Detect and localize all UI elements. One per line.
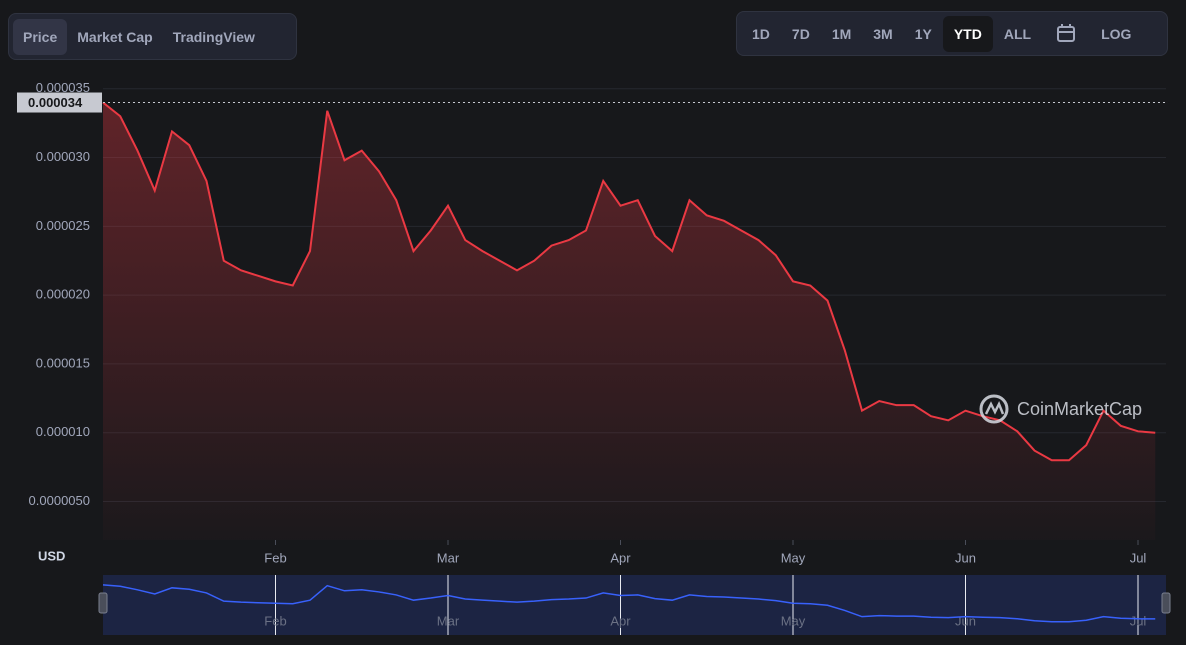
range-button[interactable]: ALL: [1003, 25, 1032, 42]
navigator-label: Mar: [437, 613, 460, 628]
x-tick-label: Jul: [1130, 550, 1147, 565]
navigator-label: Apr: [610, 613, 631, 628]
log-button[interactable]: LOG: [1101, 25, 1132, 42]
currency-label: USD: [38, 548, 65, 563]
watermark-logo-mark: [984, 400, 1005, 415]
range-button[interactable]: 1D: [752, 25, 770, 42]
y-tick-label: 0.0000050: [29, 493, 90, 508]
x-tick-label: Apr: [610, 550, 631, 565]
y-tick-label: 0.000030: [36, 149, 90, 164]
watermark-text: CoinMarketCap: [1017, 399, 1142, 419]
x-tick-label: Jun: [955, 550, 976, 565]
x-tick-label: Mar: [437, 550, 460, 565]
price-area: [103, 102, 1156, 540]
current-price-label: 0.000034: [28, 95, 83, 110]
range-buttons: 1D 7D 1M 3M 1Y YTD ALL LOG: [736, 11, 1168, 56]
tab-price[interactable]: Price: [13, 18, 68, 55]
y-tick-label: 0.000035: [36, 80, 90, 95]
navigator-bg: [103, 575, 1166, 635]
calendar-icon: [1057, 23, 1076, 42]
range-button[interactable]: 1Y: [914, 25, 932, 42]
range-button[interactable]: 7D: [791, 25, 810, 42]
price-line: [102, 102, 1156, 462]
y-tick-label: 0.000010: [36, 424, 90, 439]
range-button[interactable]: 1M: [831, 25, 852, 42]
range-button[interactable]: YTD: [942, 15, 993, 52]
tab-tradingview[interactable]: TradingView: [172, 28, 255, 45]
tab-market-cap[interactable]: Market Cap: [77, 28, 153, 45]
navigator-label: Jul: [1130, 613, 1147, 628]
range-button[interactable]: 3M: [873, 25, 893, 42]
navigator-handle-left[interactable]: [98, 592, 108, 614]
navigator-line: [102, 584, 1156, 623]
view-tabs: Price Market Cap TradingView: [8, 13, 297, 60]
calendar-button[interactable]: [1042, 16, 1090, 52]
x-tick-label: May: [781, 550, 806, 565]
current-price-badge: [17, 92, 102, 113]
x-tick-label: Feb: [264, 550, 286, 565]
y-tick-label: 0.000025: [36, 218, 90, 233]
navigator-label: Feb: [264, 613, 286, 628]
watermark: CoinMarketCap: [979, 394, 1142, 424]
y-tick-label: 0.000020: [36, 287, 90, 302]
watermark-logo: [979, 394, 1009, 424]
navigator-label: Jun: [955, 613, 976, 628]
y-tick-label: 0.000015: [36, 355, 90, 370]
navigator-label: May: [781, 613, 806, 628]
navigator-handle-right[interactable]: [1161, 592, 1171, 614]
